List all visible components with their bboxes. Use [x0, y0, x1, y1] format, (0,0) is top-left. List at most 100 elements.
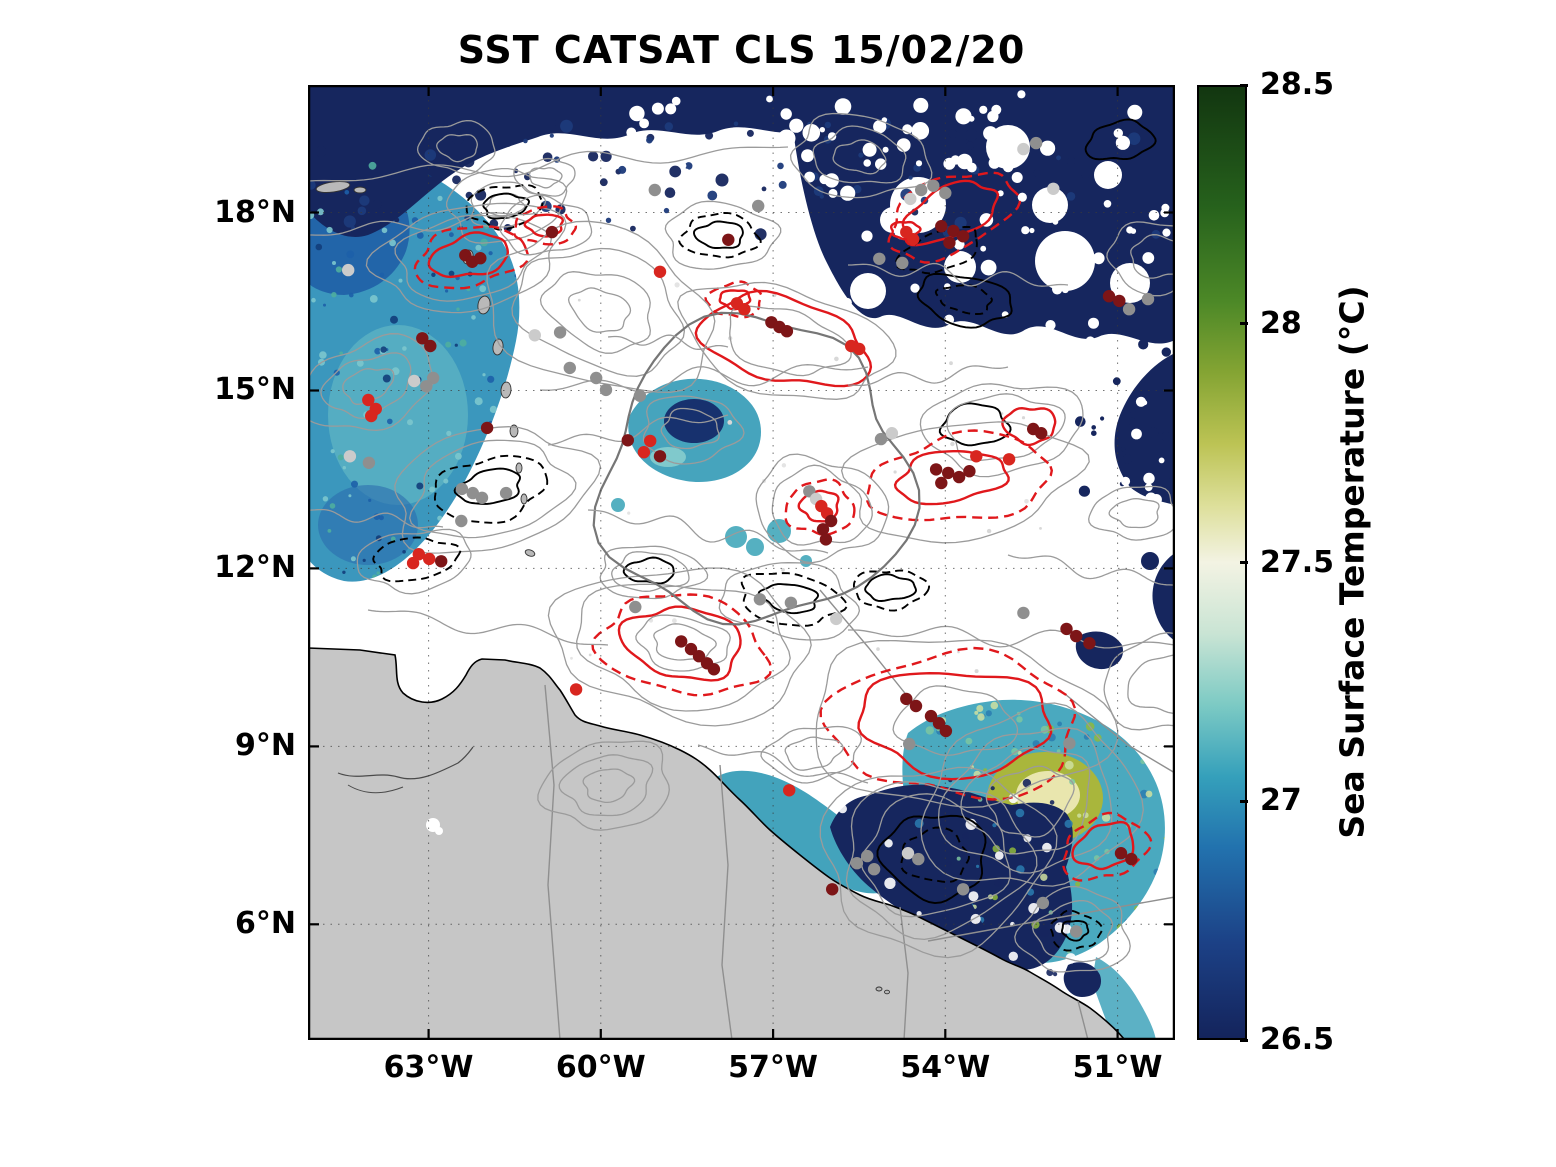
speckle — [446, 430, 452, 436]
speckle — [1083, 734, 1090, 740]
map-point-g — [1036, 896, 1050, 910]
map-point-dr — [924, 709, 938, 723]
speckle — [838, 804, 847, 814]
map-point-dr — [435, 555, 448, 568]
map-point-lg — [901, 847, 915, 860]
colorbar-tick-label: 28.5 — [1260, 67, 1335, 102]
map-point-r — [1002, 453, 1016, 466]
speckle — [965, 141, 975, 150]
cold-speck — [1141, 552, 1159, 570]
gray-contour-line — [847, 365, 1009, 387]
gray-contour-ring — [582, 768, 636, 804]
map-point-r — [406, 556, 420, 570]
gray-contour-ring — [635, 614, 731, 672]
speckle — [1021, 226, 1030, 235]
map-point-dr — [942, 466, 955, 480]
speckle — [1011, 172, 1023, 183]
speckle — [777, 162, 784, 170]
speckle — [977, 713, 985, 721]
speckle — [1128, 365, 1136, 373]
map-point-dr — [963, 465, 976, 478]
speckle — [1098, 207, 1104, 213]
speckle — [983, 159, 989, 165]
gray-contour-ring — [486, 220, 716, 393]
boundary-line — [819, 589, 909, 698]
speckle — [1144, 483, 1153, 492]
dgray-contour-ring — [592, 311, 921, 626]
boundary-lines — [544, 589, 1175, 1040]
map-point-r — [907, 233, 920, 246]
speckle — [766, 95, 773, 103]
speckle — [669, 165, 682, 178]
y-axis-tick-label: 6°N — [235, 906, 296, 942]
gray-contour-ring — [320, 352, 412, 419]
colorbar-tick-mark — [1240, 83, 1248, 87]
map-point-r — [653, 265, 667, 278]
speckle — [416, 232, 424, 239]
speckle — [387, 418, 393, 425]
speckle — [570, 656, 573, 660]
speckle — [847, 312, 859, 324]
speckle — [348, 494, 352, 498]
map-point-dr — [707, 663, 721, 676]
speckle — [828, 188, 838, 198]
gray-contour-ring — [342, 368, 395, 405]
map-point-dr — [939, 724, 953, 738]
gray-contour-ring — [558, 754, 654, 817]
map-point-r — [738, 303, 751, 316]
speckle — [448, 270, 455, 277]
speckle — [1056, 749, 1061, 753]
speckle — [979, 105, 988, 114]
speckle — [974, 710, 979, 715]
speckle — [1029, 227, 1035, 234]
speckle — [968, 115, 975, 122]
speckle — [778, 180, 787, 189]
map-point-dr — [1102, 290, 1116, 303]
black-contour-ring — [1084, 118, 1157, 161]
speckle — [863, 159, 871, 167]
speckle — [1148, 210, 1160, 221]
colorbar — [1197, 85, 1247, 1040]
sst-map-canvas — [308, 85, 1175, 1040]
speckle — [1096, 480, 1104, 488]
map-point-r — [569, 683, 583, 696]
speckle — [777, 129, 796, 148]
map-point-g — [427, 371, 440, 385]
speckle — [995, 851, 1004, 860]
speckle — [445, 289, 449, 293]
gray-contour-line — [547, 414, 729, 446]
speckle — [437, 119, 445, 128]
red-contour-ring — [887, 171, 1022, 264]
speckle — [618, 165, 627, 174]
gray-contour-ring — [576, 583, 791, 712]
boundary-line — [927, 896, 1175, 942]
map-point-lg — [528, 329, 541, 342]
speckle — [1025, 218, 1036, 229]
speckle — [349, 292, 354, 298]
x-axis-tick-label: 54°W — [900, 1050, 991, 1085]
speckle — [542, 152, 553, 162]
speckle — [861, 230, 873, 242]
speckle — [346, 250, 355, 259]
figure-title: SST CATSAT CLS 15/02/20 — [457, 28, 1026, 72]
gray-contour-ring — [365, 202, 567, 314]
map-point-g — [939, 186, 952, 200]
speckle — [1158, 457, 1165, 464]
speckle — [968, 891, 979, 902]
speckle — [335, 266, 342, 273]
speckle — [372, 199, 382, 209]
speckle — [983, 126, 998, 141]
map-point-g — [850, 857, 864, 870]
map-point-dr — [1035, 427, 1048, 440]
speckle — [733, 121, 739, 127]
speckle — [443, 478, 449, 484]
speckle — [1061, 286, 1069, 294]
speckle — [1015, 808, 1025, 818]
speckle — [402, 346, 407, 351]
speckle — [1091, 425, 1096, 430]
speckle — [506, 141, 511, 147]
speckle — [952, 929, 958, 935]
map-point-dr — [824, 514, 838, 528]
speckle — [416, 482, 424, 490]
speckle — [344, 190, 350, 195]
